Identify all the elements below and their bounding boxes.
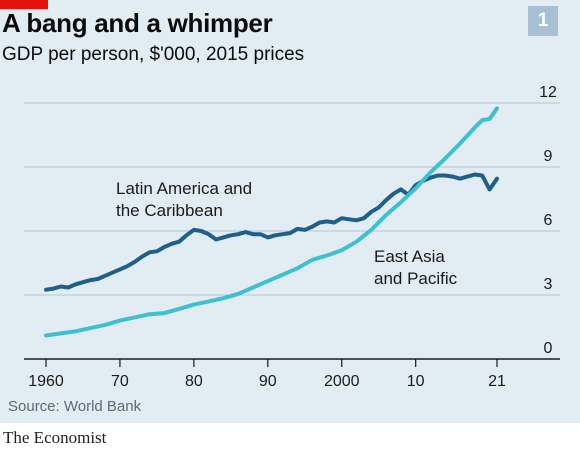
y-tick-label: 0 bbox=[544, 340, 553, 357]
x-tick-label: 80 bbox=[185, 373, 203, 390]
brand-red-bar bbox=[0, 0, 48, 9]
series-label-0: Latin America and the Caribbean bbox=[116, 179, 252, 220]
chart-title: A bang and a whimper bbox=[2, 8, 273, 38]
x-tick-label: 1960 bbox=[28, 373, 64, 390]
y-axis-ticks: 0 3 6 9 12 bbox=[539, 84, 557, 357]
brand-logo-text: The Economist bbox=[3, 428, 107, 447]
x-tick-label: 10 bbox=[407, 373, 425, 390]
series-line-1 bbox=[44, 106, 499, 338]
x-tick-label: 2000 bbox=[324, 373, 360, 390]
series-label-1: East Asia and Pacific bbox=[374, 247, 458, 288]
chart-subtitle: GDP per person, $'000, 2015 prices bbox=[2, 44, 305, 65]
series-lines bbox=[44, 106, 499, 338]
y-tick-label: 12 bbox=[539, 84, 557, 101]
line-chart: 0 3 6 9 12 1960 70 80 90 2000 10 21 Latin America … bbox=[24, 84, 560, 390]
series-labels: Latin America and the Caribbean East Asia a… bbox=[116, 179, 458, 288]
x-tick-label: 90 bbox=[259, 373, 277, 390]
chart-panel bbox=[0, 0, 580, 423]
chart-number-badge: 1 bbox=[528, 6, 558, 36]
x-axis-ticks: 1960 70 80 90 2000 10 21 bbox=[28, 359, 506, 390]
y-tick-label: 3 bbox=[544, 276, 553, 293]
x-tick-label: 21 bbox=[488, 373, 506, 390]
y-tick-label: 9 bbox=[544, 148, 553, 165]
y-tick-label: 6 bbox=[544, 212, 553, 229]
source-note: Source: World Bank bbox=[8, 398, 142, 415]
x-tick-label: 70 bbox=[111, 373, 129, 390]
